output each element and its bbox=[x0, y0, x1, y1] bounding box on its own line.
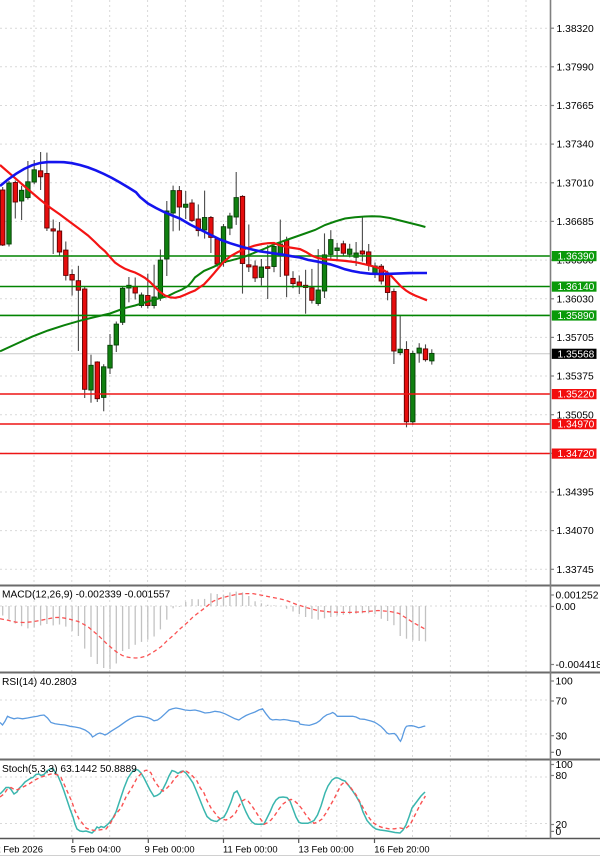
svg-text:30: 30 bbox=[556, 731, 568, 742]
svg-text:Stoch(5,3,3) 63.1442 50.8889: Stoch(5,3,3) 63.1442 50.8889 bbox=[2, 764, 137, 775]
svg-text:1.35050: 1.35050 bbox=[557, 410, 594, 421]
svg-text:100: 100 bbox=[556, 760, 573, 771]
svg-text:1.34070: 1.34070 bbox=[557, 526, 594, 537]
svg-text:1.38320: 1.38320 bbox=[557, 24, 594, 35]
svg-text:100: 100 bbox=[556, 677, 573, 688]
svg-text:1.35705: 1.35705 bbox=[557, 333, 594, 344]
svg-text:1.37010: 1.37010 bbox=[557, 178, 594, 189]
svg-text:11 Feb 00:00: 11 Feb 00:00 bbox=[223, 844, 278, 855]
svg-text:0: 0 bbox=[556, 827, 562, 838]
svg-text:1.34720: 1.34720 bbox=[558, 449, 595, 460]
svg-text:1.36030: 1.36030 bbox=[557, 294, 594, 305]
svg-text:1.36140: 1.36140 bbox=[558, 282, 595, 293]
svg-text:0.00: 0.00 bbox=[556, 602, 576, 613]
svg-text:9 Feb 00:00: 9 Feb 00:00 bbox=[145, 844, 195, 855]
svg-text:1.36390: 1.36390 bbox=[558, 252, 595, 263]
svg-text:RSI(14) 40.2803: RSI(14) 40.2803 bbox=[2, 677, 77, 688]
svg-text:1.35220: 1.35220 bbox=[558, 390, 595, 401]
svg-text:1.37665: 1.37665 bbox=[557, 101, 594, 112]
svg-text:1.33745: 1.33745 bbox=[557, 565, 594, 576]
svg-text:2 Feb 2026: 2 Feb 2026 bbox=[0, 844, 43, 855]
svg-text:1.35568: 1.35568 bbox=[558, 349, 595, 360]
svg-text:0.001252: 0.001252 bbox=[556, 591, 599, 602]
svg-text:1.37340: 1.37340 bbox=[557, 140, 594, 151]
svg-text:MACD(12,26,9) -0.002339 -0.001: MACD(12,26,9) -0.002339 -0.001557 bbox=[2, 590, 171, 601]
svg-text:1.35375: 1.35375 bbox=[557, 372, 594, 383]
svg-text:13 Feb 00:00: 13 Feb 00:00 bbox=[299, 844, 354, 855]
svg-text:1.37990: 1.37990 bbox=[557, 62, 594, 73]
svg-text:70: 70 bbox=[556, 697, 568, 708]
svg-text:-0.004418: -0.004418 bbox=[556, 660, 600, 671]
svg-text:1.34395: 1.34395 bbox=[557, 488, 594, 499]
svg-text:20: 20 bbox=[556, 820, 568, 831]
svg-text:1.35890: 1.35890 bbox=[558, 311, 595, 322]
svg-text:5 Feb 04:00: 5 Feb 04:00 bbox=[71, 844, 121, 855]
svg-text:1.36685: 1.36685 bbox=[557, 217, 594, 228]
svg-text:0: 0 bbox=[556, 748, 562, 759]
svg-text:80: 80 bbox=[556, 771, 568, 782]
svg-text:16 Feb 20:00: 16 Feb 20:00 bbox=[374, 844, 429, 855]
svg-text:1.34970: 1.34970 bbox=[558, 420, 595, 431]
